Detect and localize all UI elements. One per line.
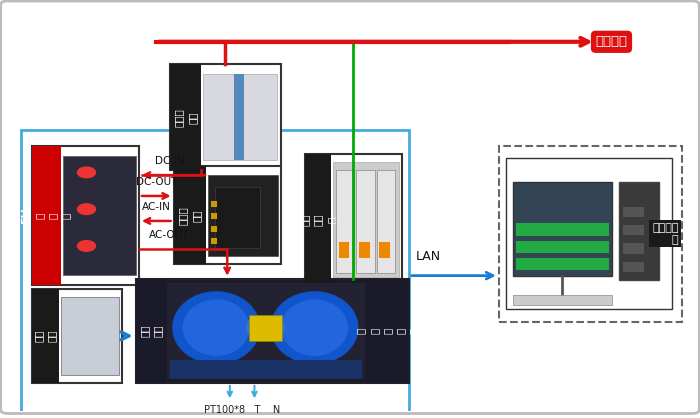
Ellipse shape	[247, 316, 271, 339]
Bar	[516, 240, 609, 253]
Bar	[336, 171, 354, 273]
Bar	[512, 295, 612, 305]
Bar	[167, 283, 365, 379]
Bar	[234, 74, 244, 160]
Ellipse shape	[260, 316, 284, 339]
Bar	[333, 162, 399, 277]
Bar	[619, 182, 659, 280]
Bar	[211, 201, 217, 207]
Bar	[61, 297, 119, 375]
Text: EV
测
试
柜: EV 测 试 柜	[22, 208, 71, 223]
Bar	[516, 258, 609, 270]
Text: 电机控
制器: 电机控 制器	[178, 206, 202, 225]
Text: 电源进线: 电源进线	[596, 35, 627, 48]
Text: 被试
电机: 被试 电机	[140, 324, 163, 337]
Bar	[622, 206, 644, 217]
Circle shape	[78, 167, 95, 178]
Bar	[215, 187, 260, 248]
Bar	[170, 64, 201, 171]
Bar	[339, 242, 349, 258]
Ellipse shape	[183, 300, 249, 355]
Text: DC-OUT: DC-OUT	[136, 177, 177, 187]
Bar	[170, 360, 362, 379]
Bar	[211, 226, 217, 232]
FancyBboxPatch shape	[32, 146, 139, 285]
Bar	[305, 154, 331, 285]
Bar	[377, 171, 395, 273]
Bar	[356, 171, 374, 273]
Ellipse shape	[281, 300, 347, 355]
Bar	[136, 279, 167, 383]
Text: 电池模
拟器: 电池模 拟器	[174, 108, 197, 127]
FancyBboxPatch shape	[170, 64, 281, 171]
Bar	[545, 299, 580, 305]
Bar	[203, 74, 277, 160]
Bar	[512, 182, 612, 276]
FancyBboxPatch shape	[305, 154, 402, 285]
Bar	[379, 242, 390, 258]
Text: AC-OUT: AC-OUT	[149, 230, 190, 240]
Ellipse shape	[272, 292, 358, 363]
Text: 测功
机控
制: 测功 机控 制	[300, 213, 336, 226]
FancyBboxPatch shape	[32, 289, 122, 383]
Text: 水冷
系统: 水冷 系统	[34, 330, 57, 342]
Bar	[366, 279, 409, 383]
Text: 试验上位
机: 试验上位 机	[652, 223, 678, 245]
Text: 加
载
测
功
机: 加 载 测 功 机	[356, 328, 419, 334]
Bar	[211, 213, 217, 219]
FancyBboxPatch shape	[136, 279, 409, 383]
FancyBboxPatch shape	[174, 166, 281, 265]
Text: AC-IN: AC-IN	[142, 202, 171, 212]
Bar	[248, 315, 282, 341]
Ellipse shape	[173, 292, 260, 363]
Text: DC-IN: DC-IN	[155, 156, 185, 166]
Circle shape	[78, 204, 95, 214]
FancyBboxPatch shape	[505, 158, 672, 309]
Text: PT100*8   T    N: PT100*8 T N	[204, 405, 280, 415]
Circle shape	[78, 241, 95, 251]
Bar	[516, 223, 609, 236]
Bar	[622, 262, 644, 272]
Bar	[622, 243, 644, 254]
Bar	[63, 156, 136, 275]
Bar	[32, 289, 59, 383]
Text: LAN: LAN	[416, 250, 441, 263]
Bar	[208, 175, 278, 256]
Bar	[211, 238, 217, 244]
Bar	[622, 225, 644, 235]
Bar	[174, 166, 206, 265]
Bar	[359, 242, 370, 258]
FancyBboxPatch shape	[498, 146, 682, 321]
Bar	[32, 146, 61, 285]
